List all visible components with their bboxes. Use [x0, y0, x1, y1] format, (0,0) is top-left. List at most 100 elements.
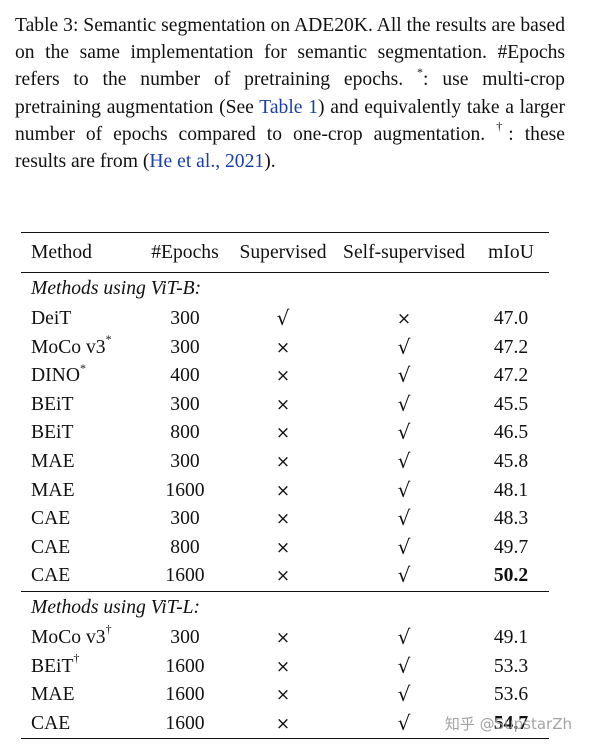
self-supervised-cell: × [335, 305, 473, 334]
self-supervised-cell: √ [335, 653, 473, 682]
table-row: BEiT 800 × √ 46.5 [21, 419, 549, 448]
miou-cell: 53.6 [493, 684, 529, 706]
method-cell: DINO* [21, 362, 139, 391]
method-cell: MoCo v3† [21, 622, 139, 653]
check-icon: √ [397, 506, 411, 531]
method-name: BEiT [31, 393, 74, 415]
table-row: DINO* 400 × √ 47.2 [21, 362, 549, 391]
cross-icon: × [275, 480, 291, 501]
cross-icon: × [275, 423, 291, 444]
self-supervised-cell: √ [335, 562, 473, 591]
method-name: DINO [31, 365, 80, 387]
epochs-cell: 1600 [165, 684, 205, 706]
group-title: Methods using ViT-L: [31, 596, 201, 618]
header-supervised: Supervised [239, 242, 327, 263]
check-icon: √ [397, 391, 411, 416]
supervised-cell: × [231, 448, 335, 477]
method-name: CAE [31, 536, 71, 558]
self-supervised-cell: √ [335, 419, 473, 448]
header-method: Method [31, 242, 92, 263]
caption-text-2: : use multi-crop pretraining augmentatio… [15, 69, 565, 118]
epochs-cell: 300 [170, 508, 200, 530]
miou-cell: 46.5 [493, 422, 529, 444]
miou-cell: 47.2 [493, 336, 529, 358]
self-supervised-cell: √ [335, 681, 473, 710]
supervised-cell: × [231, 653, 335, 682]
method-name: MoCo v3 [31, 626, 106, 648]
method-superscript: * [105, 332, 112, 347]
check-icon: √ [397, 710, 411, 735]
watermark: 知乎 @SupstarZh [444, 715, 572, 733]
epochs-cell: 1600 [165, 712, 205, 734]
method-name: CAE [31, 565, 71, 587]
method-cell: MoCo v3* [21, 332, 139, 363]
check-icon: √ [397, 624, 411, 649]
check-icon: √ [397, 682, 411, 707]
miou-cell: 49.7 [493, 536, 529, 558]
header-self-supervised: Self-supervised [343, 242, 465, 263]
group-vit-b: Methods using ViT-B: DeiT 300 √ × 47.0 MoCo v3… [21, 273, 549, 591]
caption-text-1: Semantic segmentation on ADE20K. All the… [15, 15, 565, 91]
check-icon: √ [397, 334, 411, 359]
caption-star: * [417, 64, 424, 79]
supervised-cell: × [231, 477, 335, 506]
method-name: BEiT [31, 655, 74, 677]
check-icon: √ [397, 477, 411, 502]
epochs-cell: 1600 [165, 655, 205, 677]
caption-text-4: : these results are from ( [15, 123, 565, 173]
self-supervised-cell: √ [335, 334, 473, 363]
method-cell: CAE [21, 710, 139, 739]
check-icon: √ [276, 306, 290, 330]
method-name: CAE [31, 508, 71, 530]
table-row: CAE 300 × √ 48.3 [21, 505, 549, 534]
self-supervised-cell: √ [335, 477, 473, 506]
table-reference-link[interactable]: Table 1 [259, 96, 319, 118]
method-superscript: † [73, 651, 80, 665]
cross-icon: × [396, 309, 412, 329]
citation-link[interactable]: He et al., 2021 [149, 151, 265, 173]
check-icon: √ [397, 420, 411, 445]
check-icon: √ [397, 363, 411, 388]
method-name: MAE [31, 684, 75, 706]
self-supervised-cell: √ [335, 505, 473, 534]
table-row: CAE 1600 × √ 50.2 [21, 562, 549, 591]
check-icon: √ [397, 448, 411, 473]
miou-cell: 50.2 [493, 565, 529, 587]
table-row: CAE 800 × √ 49.7 [21, 534, 549, 563]
method-superscript: † [105, 622, 112, 637]
cross-icon: × [275, 537, 291, 558]
miou-cell: 47.0 [493, 308, 529, 329]
self-supervised-cell: √ [335, 448, 473, 477]
supervised-cell: × [231, 681, 335, 710]
epochs-cell: 400 [170, 365, 200, 387]
miou-cell: 45.8 [493, 450, 529, 472]
group-vit-l: Methods using ViT-L: MoCo v3† 300 × √ 49.1 BEi… [21, 592, 549, 738]
cross-icon: × [275, 337, 291, 358]
bottom-rule [21, 738, 549, 740]
header-miou: mIoU [488, 242, 534, 263]
group-divider-rule [21, 590, 549, 592]
table-row: MAE 1600 × √ 53.6 [21, 681, 549, 710]
self-supervised-cell: √ [335, 710, 473, 739]
epochs-cell: 1600 [165, 565, 205, 587]
table-row: MAE 1600 × √ 48.1 [21, 477, 549, 506]
method-cell: BEiT [21, 419, 139, 448]
caption-text-5: ). [264, 151, 276, 173]
method-cell: BEiT† [21, 651, 139, 682]
miou-cell: 53.3 [493, 655, 529, 677]
check-icon: √ [397, 563, 411, 588]
epochs-cell: 1600 [165, 479, 205, 501]
supervised-cell: × [231, 562, 335, 591]
epochs-cell: 800 [170, 536, 200, 558]
header-epochs: #Epochs [151, 242, 219, 263]
method-cell: CAE [21, 562, 139, 591]
table-row: CAE 1600 × √ 54.7 [21, 710, 549, 739]
supervised-cell: √ [231, 305, 335, 334]
cross-icon: × [275, 713, 291, 734]
epochs-cell: 300 [170, 393, 200, 415]
cross-icon: × [275, 366, 291, 387]
supervised-cell: × [231, 334, 335, 363]
cross-icon: × [275, 627, 291, 648]
table-row: DeiT 300 √ × 47.0 [21, 305, 549, 334]
table-row: BEiT 300 × √ 45.5 [21, 391, 549, 420]
